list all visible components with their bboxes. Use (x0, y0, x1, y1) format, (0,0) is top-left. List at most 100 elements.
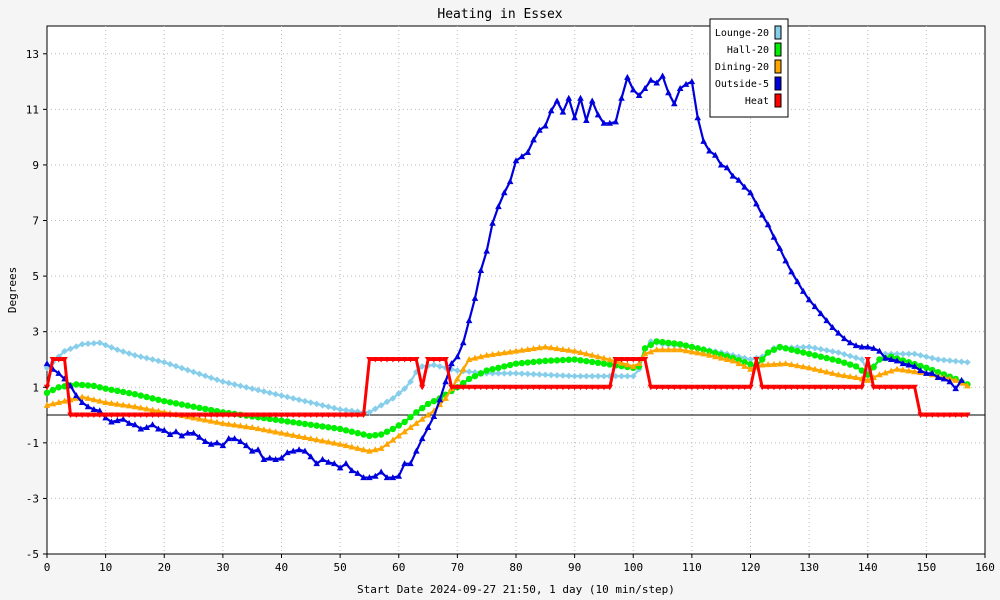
data-point (958, 412, 965, 419)
data-point (219, 378, 227, 386)
data-point (934, 369, 942, 376)
data-point (882, 369, 889, 376)
data-point (905, 350, 913, 358)
data-point (483, 367, 490, 374)
data-point (882, 354, 889, 361)
data-point (835, 349, 842, 356)
data-point (448, 360, 455, 367)
data-point (149, 356, 156, 363)
data-point (940, 356, 948, 364)
data-point (565, 346, 573, 353)
data-point (454, 375, 461, 382)
data-point (307, 421, 315, 428)
data-point (395, 356, 402, 363)
data-point (342, 460, 350, 467)
data-point (887, 367, 895, 374)
legend-label: Outside-5 (715, 79, 769, 90)
y-tick-label: 11 (26, 103, 39, 116)
data-point (372, 472, 379, 479)
data-point (201, 372, 209, 380)
data-point (190, 429, 197, 436)
data-point (166, 399, 174, 406)
data-point (55, 399, 63, 406)
data-point (688, 384, 696, 391)
data-point (231, 412, 238, 419)
data-point (923, 412, 930, 419)
grid (47, 26, 985, 554)
data-point (389, 395, 397, 402)
data-point (653, 384, 660, 391)
data-point (436, 363, 444, 370)
data-point (383, 474, 391, 481)
data-point (489, 366, 496, 373)
data-point (958, 358, 965, 365)
data-point (190, 403, 197, 410)
legend-label: Lounge-20 (715, 28, 769, 39)
data-point (143, 412, 150, 419)
data-point (700, 384, 707, 391)
data-point (465, 355, 473, 362)
data-point (295, 419, 303, 427)
data-point (471, 368, 479, 376)
data-point (676, 85, 684, 92)
data-point (518, 359, 526, 367)
series-outside-5 (43, 72, 965, 481)
data-point (96, 407, 104, 414)
data-point (190, 412, 197, 419)
data-point (542, 384, 549, 391)
data-point (653, 338, 660, 345)
data-point (213, 412, 221, 419)
data-point (799, 343, 807, 351)
data-point (471, 384, 479, 391)
series-heat (43, 356, 971, 419)
y-tick-label: 7 (32, 215, 39, 228)
data-point (577, 357, 584, 364)
data-point (858, 356, 866, 363)
data-point (360, 431, 367, 438)
data-point (55, 356, 62, 363)
data-point (858, 367, 866, 374)
data-point (829, 356, 836, 363)
data-point (759, 384, 766, 391)
legend-label: Heat (745, 96, 769, 107)
data-point (923, 353, 930, 360)
data-point (665, 346, 672, 353)
data-point (811, 344, 819, 352)
data-point (418, 435, 426, 442)
data-point (401, 385, 408, 392)
data-point (413, 419, 420, 426)
data-point (565, 356, 572, 363)
data-point (852, 354, 860, 362)
data-point (659, 346, 666, 353)
data-point (811, 384, 819, 391)
data-point (665, 339, 672, 346)
data-point (213, 418, 221, 425)
data-point (929, 412, 936, 419)
data-point (764, 349, 772, 356)
data-point (776, 343, 784, 351)
data-point (49, 386, 57, 394)
data-point (506, 178, 514, 185)
data-point (430, 361, 438, 369)
data-point (495, 384, 502, 391)
data-point (207, 417, 215, 424)
data-point (923, 369, 930, 376)
data-point (706, 351, 713, 358)
data-point (377, 402, 385, 409)
data-point (547, 107, 555, 114)
data-point (131, 403, 139, 410)
data-point (84, 394, 92, 401)
data-point (78, 340, 86, 348)
data-point (102, 341, 109, 349)
data-point (196, 433, 203, 440)
data-point (964, 358, 971, 366)
data-point (248, 385, 256, 392)
chart-title: Heating in Essex (437, 7, 562, 22)
data-point (266, 415, 273, 423)
data-point (899, 366, 907, 373)
data-point (254, 446, 262, 453)
data-point (794, 362, 801, 369)
data-point (160, 426, 168, 433)
data-point (723, 164, 731, 171)
x-tick-label: 130 (799, 561, 819, 574)
